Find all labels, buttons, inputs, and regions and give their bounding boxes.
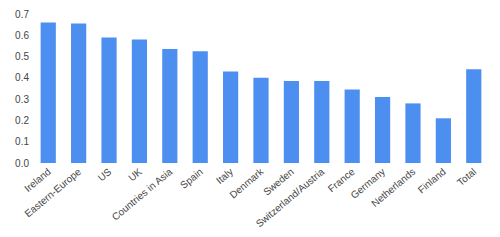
svg-text:Denmark: Denmark bbox=[227, 165, 266, 200]
svg-text:0.6: 0.6 bbox=[15, 30, 29, 41]
svg-text:Total: Total bbox=[455, 166, 478, 188]
svg-text:Ireland: Ireland bbox=[22, 166, 52, 194]
svg-text:0.5: 0.5 bbox=[15, 51, 29, 62]
svg-text:0.0: 0.0 bbox=[15, 158, 29, 169]
svg-text:0.2: 0.2 bbox=[15, 115, 29, 126]
svg-text:Germany: Germany bbox=[349, 166, 388, 201]
svg-text:UK: UK bbox=[126, 166, 144, 184]
svg-text:Sweden: Sweden bbox=[261, 166, 296, 198]
svg-text:0.3: 0.3 bbox=[15, 94, 29, 105]
svg-text:US: US bbox=[96, 166, 114, 184]
svg-text:Italy: Italy bbox=[214, 166, 235, 186]
svg-text:Switzerland/Austria: Switzerland/Austria bbox=[254, 166, 327, 230]
svg-text:France: France bbox=[326, 166, 357, 195]
svg-text:0.4: 0.4 bbox=[15, 72, 29, 83]
svg-text:0.7: 0.7 bbox=[15, 9, 29, 20]
svg-text:Eastern-Europe: Eastern-Europe bbox=[22, 166, 83, 220]
svg-text:Countries in Asia: Countries in Asia bbox=[110, 166, 175, 223]
svg-text:0.1: 0.1 bbox=[15, 136, 29, 147]
svg-text:Netherlands: Netherlands bbox=[369, 166, 417, 209]
svg-text:Finland: Finland bbox=[416, 166, 448, 196]
svg-text:Spain: Spain bbox=[178, 166, 205, 191]
